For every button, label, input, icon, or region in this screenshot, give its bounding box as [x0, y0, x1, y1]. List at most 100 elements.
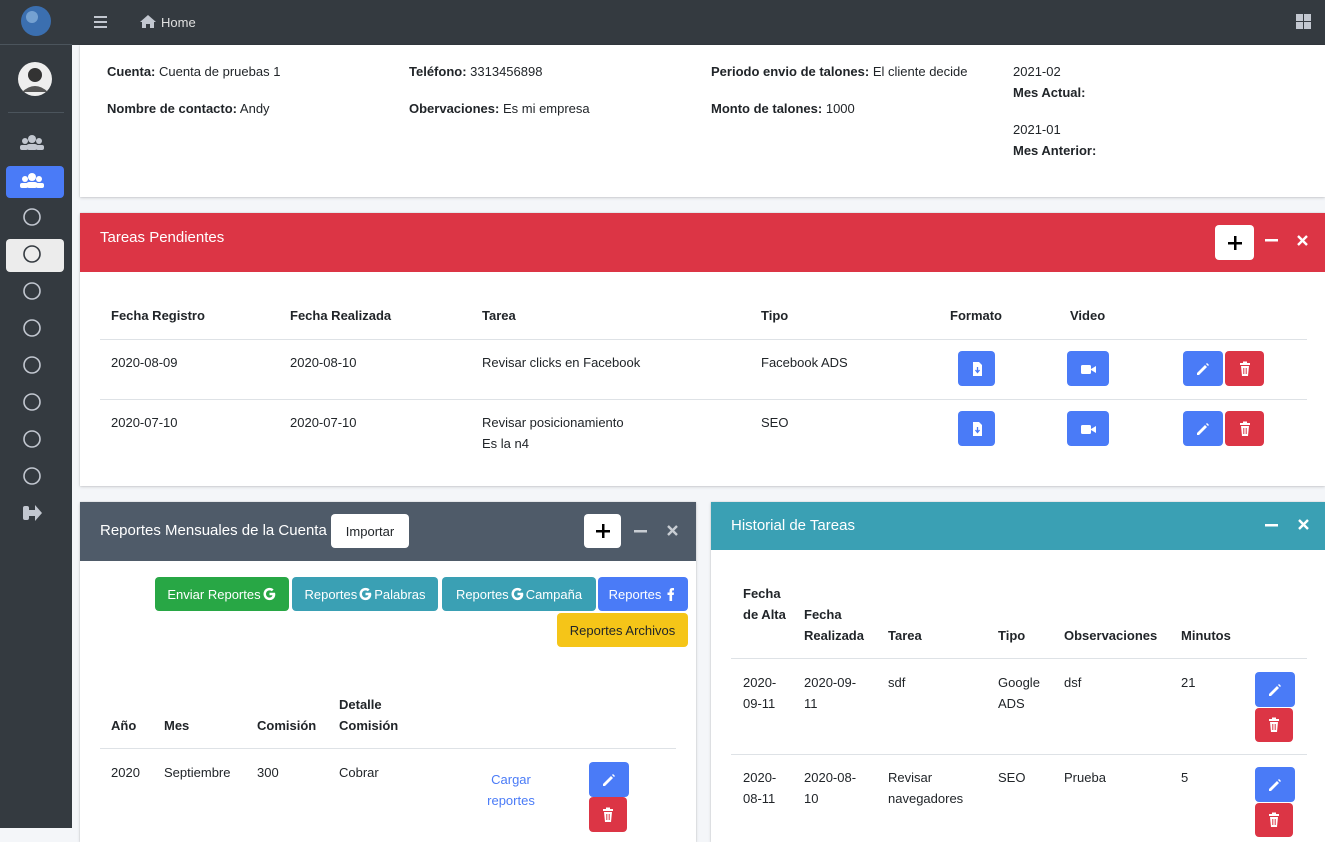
collapse-icon[interactable] — [1265, 524, 1279, 528]
month-label: Mes Anterior: — [1013, 143, 1097, 158]
menu-icon[interactable] — [94, 14, 110, 30]
home-link[interactable]: Home — [161, 15, 196, 30]
month-value: 2021-02 — [1013, 64, 1061, 79]
download-button-icon — [972, 361, 982, 376]
video-button[interactable] — [1067, 411, 1109, 446]
column-header: Detalle Comisión — [339, 697, 399, 733]
field-label: Nombre de contacto: — [107, 101, 238, 116]
delete-button[interactable] — [1255, 803, 1293, 837]
cell: 21 — [1181, 675, 1196, 690]
month-label: Mes Actual: — [1013, 85, 1086, 100]
logout-icon[interactable] — [23, 505, 42, 521]
plus-icon — [1227, 235, 1242, 250]
cell: Es la n4 — [482, 436, 529, 451]
report-button[interactable]: Reportes Palabras — [292, 577, 438, 611]
button-text: Reportes — [608, 586, 662, 602]
account-card: Cuenta: Cuenta de pruebas 1 Teléfono: 331… — [80, 45, 1325, 197]
cell: Facebook ADS — [761, 355, 848, 370]
button-text: Reportes — [455, 586, 509, 602]
column-header: Fecha Registro — [111, 308, 205, 323]
navbar: Home — [72, 0, 1325, 45]
edit-button[interactable] — [589, 762, 629, 797]
import-button[interactable]: Importar — [331, 514, 409, 548]
column-header: Tipo — [761, 308, 789, 323]
users-icon[interactable] — [20, 135, 44, 150]
field-label: Teléfono: — [409, 64, 467, 79]
column-header: Fecha Realizada — [804, 607, 864, 643]
cell: 2020-09-11 — [743, 675, 777, 711]
download-button[interactable] — [958, 411, 995, 446]
edit-button[interactable] — [1255, 672, 1295, 707]
cell: Revisar navegadores — [888, 770, 964, 806]
nav-circle[interactable] — [23, 430, 41, 448]
close-icon[interactable] — [1297, 235, 1309, 247]
report-button[interactable]: Reportes — [598, 577, 688, 611]
delete-button-icon — [603, 807, 613, 822]
add-button[interactable] — [584, 514, 621, 548]
delete-button[interactable] — [1225, 351, 1264, 386]
field-value: Cuenta de pruebas 1 — [159, 64, 281, 79]
field-value: El cliente decide — [872, 64, 968, 79]
delete-button-icon — [1269, 717, 1279, 732]
account-field: Obervaciones: Es mi empresa — [409, 98, 590, 119]
cell: 2020-09-11 — [804, 675, 857, 711]
row-divider — [731, 658, 1307, 659]
close-icon[interactable] — [667, 525, 679, 537]
sidebar-icons — [0, 6, 72, 521]
google-icon — [511, 587, 523, 601]
delete-button[interactable] — [589, 797, 627, 832]
google-icon — [263, 587, 275, 601]
edit-button-icon — [603, 773, 615, 786]
download-button[interactable] — [958, 351, 995, 386]
cell: dsf — [1064, 675, 1082, 690]
google-icon — [359, 587, 372, 601]
nav-circle[interactable] — [23, 393, 41, 411]
column-header: Formato — [950, 308, 1002, 323]
cell: SEO — [998, 770, 1026, 785]
column-header: Comisión — [257, 718, 317, 733]
cell: 2020-07-10 — [111, 415, 178, 430]
delete-button[interactable] — [1255, 708, 1293, 742]
video-button[interactable] — [1067, 351, 1109, 386]
edit-button[interactable] — [1255, 767, 1295, 802]
nav-circle[interactable] — [23, 467, 41, 485]
report-button[interactable]: Reportes Campaña — [442, 577, 596, 611]
add-button[interactable] — [1215, 225, 1254, 260]
cell: Google ADS — [998, 675, 1040, 711]
row-divider — [100, 399, 1307, 400]
field-label: Monto de talones: — [711, 101, 823, 116]
avatar-face — [28, 68, 42, 82]
nav-circle[interactable] — [23, 282, 41, 300]
nav-circle[interactable] — [23, 356, 41, 374]
row-divider — [100, 339, 1307, 340]
edit-button[interactable] — [1183, 351, 1223, 386]
card-title: Tareas Pendientes — [100, 229, 225, 246]
widgets-icon[interactable] — [1296, 14, 1312, 30]
edit-button[interactable] — [1183, 411, 1223, 446]
cell: 2020-08-10 — [290, 355, 357, 370]
button-text: Palabras — [374, 586, 426, 602]
cell: 2020-08-11 — [743, 770, 777, 806]
field-value: Andy — [239, 101, 270, 116]
nav-circle[interactable] — [23, 319, 41, 337]
nav-circle[interactable] — [23, 208, 41, 226]
collapse-icon[interactable] — [1265, 239, 1279, 243]
delete-button[interactable] — [1225, 411, 1264, 446]
nav-circle — [23, 245, 41, 263]
edit-button-icon — [1269, 778, 1281, 791]
nav-selected[interactable] — [6, 239, 64, 272]
card-header: Historial de Tareas — [711, 502, 1325, 550]
upload-link[interactable]: Cargar reportes — [487, 772, 535, 808]
cell: Revisar posicionamiento — [482, 415, 624, 430]
card-header: Tareas Pendientes — [80, 213, 1325, 272]
cell: Septiembre — [164, 765, 231, 780]
column-header: Fecha Realizada — [290, 308, 392, 323]
collapse-icon[interactable] — [634, 530, 648, 534]
column-header: Tarea — [888, 628, 922, 643]
cell: 5 — [1181, 770, 1189, 785]
report-button[interactable]: Reportes Archivos — [557, 613, 688, 647]
report-button[interactable]: Enviar Reportes — [155, 577, 289, 611]
cell: 300 — [257, 765, 279, 780]
close-icon[interactable] — [1298, 519, 1310, 531]
